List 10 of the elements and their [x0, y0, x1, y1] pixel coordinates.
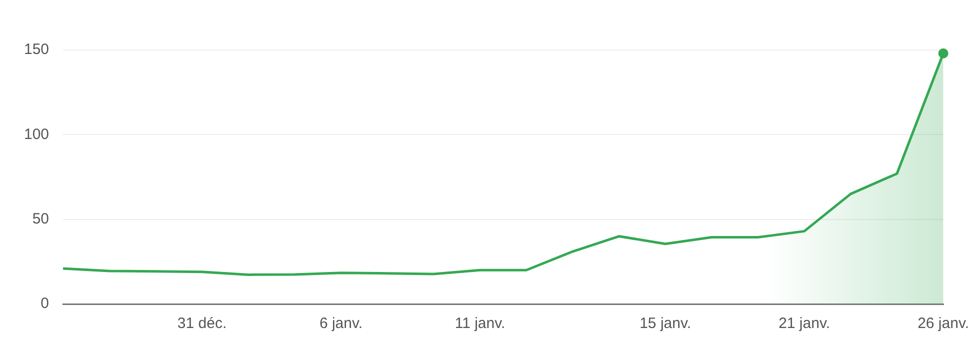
- x-tick-label: 21 janv.: [778, 315, 830, 332]
- x-tick-label: 11 janv.: [454, 315, 506, 332]
- y-tick-label: 100: [24, 126, 50, 143]
- x-tick-label: 15 janv.: [640, 315, 692, 332]
- x-tick-label: 31 déc.: [177, 315, 227, 332]
- x-tick-label: 26 janv.: [918, 315, 970, 332]
- x-tick-label: 6 janv.: [319, 315, 363, 332]
- y-tick-label: 50: [32, 210, 50, 228]
- y-tick-label: 0: [40, 295, 50, 312]
- y-tick-label: 150: [24, 41, 50, 58]
